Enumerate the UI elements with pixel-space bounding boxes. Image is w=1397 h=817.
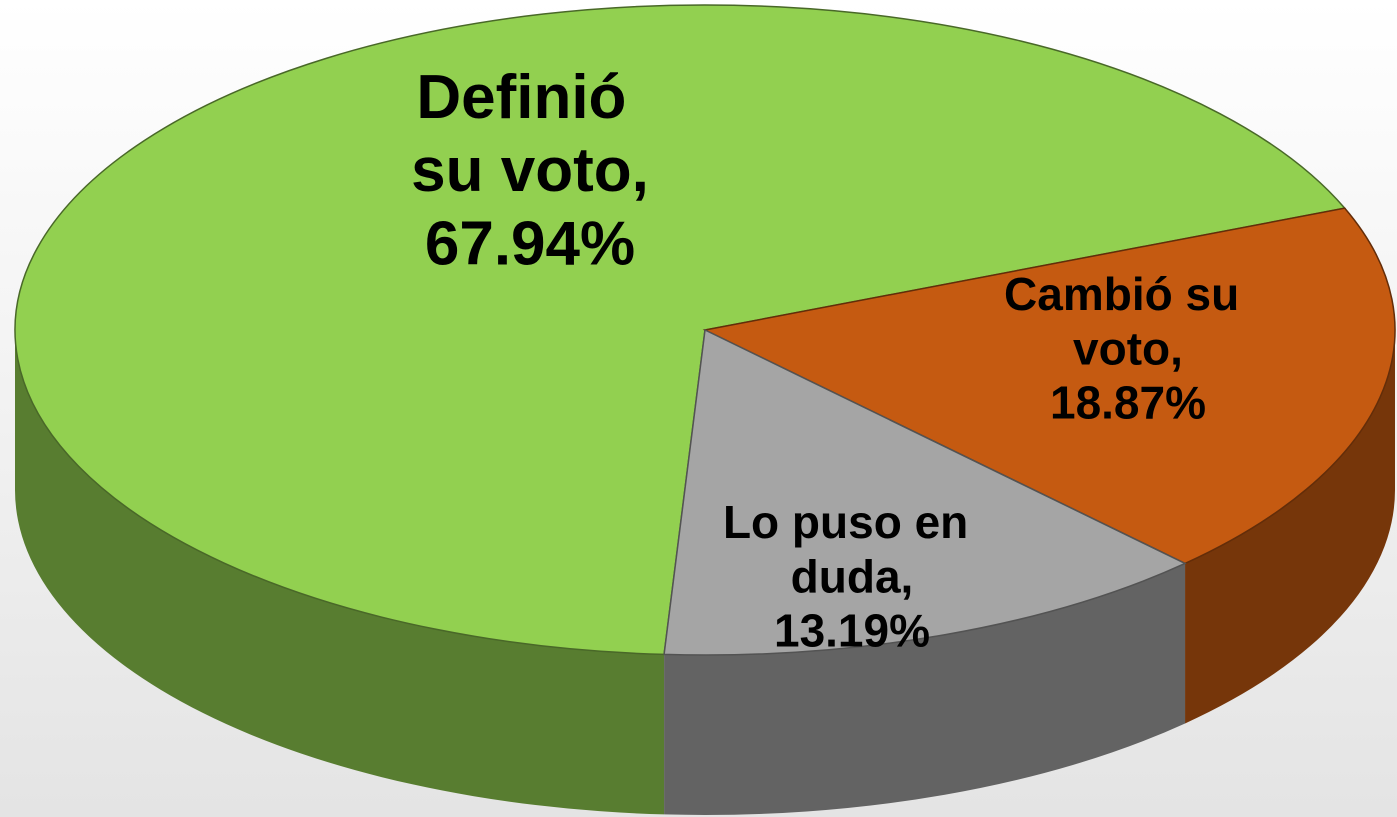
pie-slice xyxy=(663,328,1187,656)
slice-label: Cambió su voto, xyxy=(1004,268,1252,374)
pie-side xyxy=(1185,330,1395,724)
value-label: 67.94% xyxy=(425,209,635,278)
pie-side xyxy=(15,330,665,815)
pie-slice xyxy=(702,207,1396,565)
label-line: duda, xyxy=(791,550,914,602)
label-line: Definió xyxy=(416,63,643,132)
pie-slice xyxy=(14,4,1347,656)
value-label: 13.19% xyxy=(774,605,930,657)
slice-label: Definió su voto, xyxy=(411,63,649,205)
label-line: voto, xyxy=(1073,322,1183,374)
value-label: 18.87% xyxy=(1050,377,1206,429)
pie-side xyxy=(664,563,1186,815)
label-line: Cambió su xyxy=(1004,268,1252,320)
label-line: Lo puso en xyxy=(723,496,981,548)
slice-label: Lo puso en duda, xyxy=(723,496,981,602)
label-line: su voto, xyxy=(411,136,649,205)
